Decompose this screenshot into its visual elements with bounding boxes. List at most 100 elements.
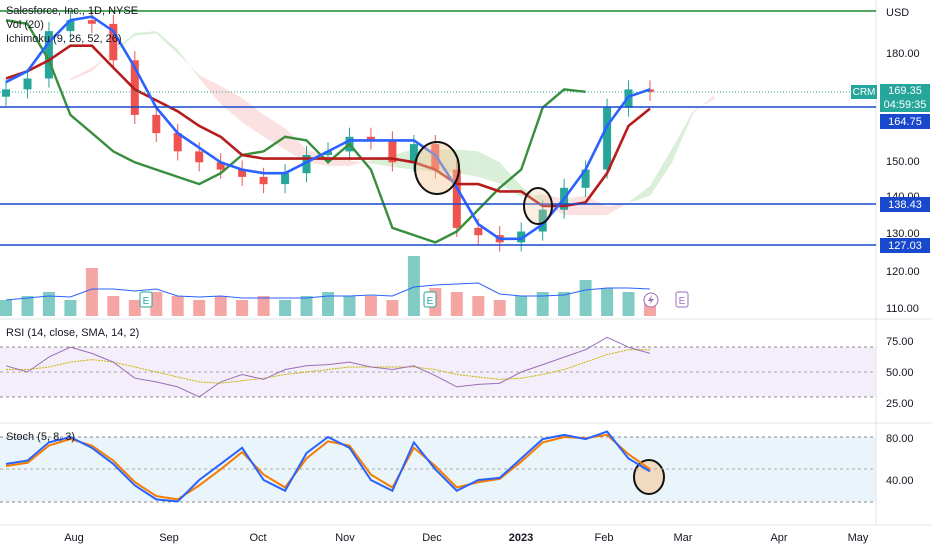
candle-body bbox=[281, 173, 290, 185]
time-label-year: 2023 bbox=[509, 532, 533, 544]
rsi-tick: 25.00 bbox=[886, 398, 914, 410]
volume-bar bbox=[300, 296, 313, 316]
cloud-segment bbox=[521, 185, 543, 205]
symbol-legend[interactable]: Salesforce, Inc., 1D, NYSE Vol (20) Ichi… bbox=[6, 4, 138, 46]
candle-body bbox=[388, 140, 397, 163]
candle-body bbox=[324, 151, 332, 155]
cloud-segment bbox=[671, 111, 693, 164]
candle-body bbox=[302, 155, 311, 174]
cloud-segment bbox=[220, 86, 243, 123]
last-price-value: 169.35 bbox=[888, 85, 922, 97]
cloud-segment bbox=[199, 74, 221, 104]
volume-bar bbox=[622, 292, 635, 316]
candle-body bbox=[603, 107, 612, 170]
price-tick: 120.00 bbox=[886, 266, 920, 278]
cloud-segment bbox=[156, 31, 178, 54]
drawing-circle-dec[interactable] bbox=[414, 141, 460, 195]
candle-body bbox=[44, 31, 53, 79]
volume-bar bbox=[236, 300, 249, 316]
candle-body bbox=[66, 20, 75, 32]
volume-bar bbox=[21, 296, 34, 316]
ichimoku-cloud bbox=[70, 31, 715, 216]
cloud-segment bbox=[478, 151, 500, 184]
candle-body bbox=[259, 176, 268, 185]
earnings-marker[interactable]: E bbox=[423, 291, 437, 308]
cloud-segment bbox=[650, 149, 672, 196]
volume-bar bbox=[128, 300, 141, 316]
time-label: Feb bbox=[595, 532, 614, 544]
rsi-legend[interactable]: RSI (14, close, SMA, 14, 2) bbox=[6, 327, 140, 339]
stoch-tick: 40.00 bbox=[886, 475, 914, 487]
volume-bar bbox=[150, 292, 163, 316]
volume-bar bbox=[515, 296, 528, 316]
candle-body bbox=[195, 151, 204, 163]
svg-text:E: E bbox=[679, 296, 686, 307]
drawing-circle-jan[interactable] bbox=[523, 187, 553, 225]
cloud-segment bbox=[177, 49, 200, 79]
ichimoku-lagging-span bbox=[5, 19, 586, 244]
candle bbox=[517, 222, 526, 252]
price-tick: 110.00 bbox=[886, 303, 919, 315]
earnings-marker-upcoming[interactable]: E bbox=[675, 291, 689, 308]
price-tick: 150.00 bbox=[886, 156, 920, 168]
cloud-segment bbox=[413, 149, 436, 172]
candle bbox=[238, 160, 247, 186]
ichimoku-base-line bbox=[5, 44, 651, 208]
candle bbox=[603, 98, 612, 179]
earnings-marker[interactable]: E bbox=[139, 291, 153, 308]
stoch-tick: 80.00 bbox=[886, 433, 914, 445]
level-badge-127-03: 127.03 bbox=[880, 238, 930, 253]
stoch-legend[interactable]: Stoch (5, 8, 3) bbox=[6, 431, 76, 443]
dividend-lightning-icon[interactable] bbox=[643, 292, 659, 308]
stoch-d-line bbox=[5, 433, 651, 501]
volume-bar bbox=[0, 300, 12, 316]
cloud-segment bbox=[435, 149, 457, 173]
time-label: Aug bbox=[64, 532, 84, 544]
candle-body bbox=[238, 169, 247, 177]
candle-body bbox=[409, 144, 418, 163]
volume-bar bbox=[42, 292, 55, 316]
candle bbox=[23, 69, 32, 99]
candle bbox=[281, 164, 290, 194]
ichimoku-legend[interactable]: Ichimoku (9, 26, 52, 26) bbox=[6, 33, 122, 45]
last-price-badge: 169.35 04:59:35 bbox=[880, 84, 930, 112]
candle bbox=[388, 131, 397, 172]
candle bbox=[173, 124, 182, 161]
volume-bar bbox=[214, 296, 227, 316]
volume-bar bbox=[64, 300, 77, 316]
time-label: Dec bbox=[422, 532, 442, 544]
volume-bar bbox=[322, 292, 334, 316]
candlesticks bbox=[2, 11, 654, 252]
candle bbox=[324, 142, 332, 165]
volume-legend[interactable]: Vol (20) bbox=[6, 19, 44, 31]
candle bbox=[2, 80, 10, 106]
candle-body bbox=[517, 231, 526, 243]
currency-label: USD bbox=[886, 7, 909, 19]
candle-body bbox=[23, 78, 32, 90]
cloud-segment bbox=[70, 67, 92, 81]
rsi-tick: 75.00 bbox=[886, 336, 914, 348]
ichimoku-conversion-line bbox=[5, 15, 651, 241]
cloud-segment bbox=[113, 32, 135, 54]
volume-bar bbox=[472, 296, 485, 316]
candle-body bbox=[366, 136, 375, 141]
cloud-segment bbox=[134, 31, 157, 36]
time-label: Sep bbox=[159, 532, 179, 544]
price-tick: 130.00 bbox=[886, 228, 920, 240]
volume-bar bbox=[364, 296, 377, 316]
bar-countdown: 04:59:35 bbox=[883, 99, 927, 111]
cloud-segment bbox=[242, 98, 264, 137]
volume-bar bbox=[579, 280, 592, 316]
volume-bar bbox=[407, 256, 420, 316]
candle-body bbox=[581, 169, 590, 188]
rsi-tick: 50.00 bbox=[886, 367, 914, 379]
time-label: Oct bbox=[249, 532, 266, 544]
candle-body bbox=[452, 169, 461, 228]
cloud-segment bbox=[585, 195, 608, 216]
volume-bar bbox=[85, 268, 98, 316]
symbol-badge: CRM bbox=[851, 85, 877, 99]
cloud-segment bbox=[628, 185, 650, 203]
cloud-segment bbox=[349, 160, 371, 166]
